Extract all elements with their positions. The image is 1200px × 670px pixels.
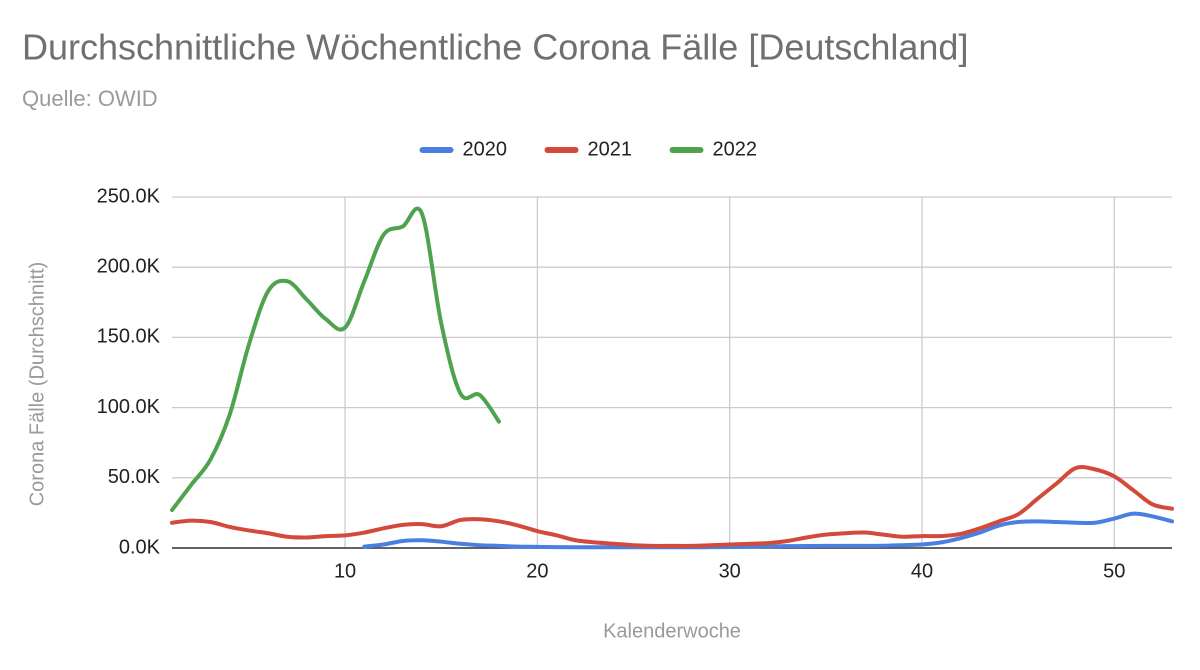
legend-label: 2020 [463,138,508,160]
line-series [170,465,1174,548]
legend-label: 2022 [713,138,758,160]
chart-title: Durchschnittliche Wöchentliche Corona Fä… [22,27,968,68]
y-tick-label: 0.0K [119,536,161,558]
y-tick-label: 150.0K [97,326,161,348]
x-tick-label: 20 [526,560,548,582]
x-axis-label: Kalenderwoche [603,620,741,642]
x-tick-label: 10 [334,560,356,582]
y-tick-label: 200.0K [97,255,161,277]
line-series [170,206,501,513]
x-tick-label: 50 [1103,560,1125,582]
y-tick-label: 250.0K [97,185,161,207]
legend-label: 2021 [588,138,633,160]
x-tick-label: 30 [719,560,741,582]
y-tick-label: 100.0K [97,396,161,418]
x-tick-label: 40 [911,560,933,582]
line-series [362,511,1174,550]
chart-subtitle: Quelle: OWID [22,86,158,111]
y-tick-label: 50.0K [108,466,161,488]
y-axis-label: Corona Fälle (Durchschnitt) [26,262,48,507]
